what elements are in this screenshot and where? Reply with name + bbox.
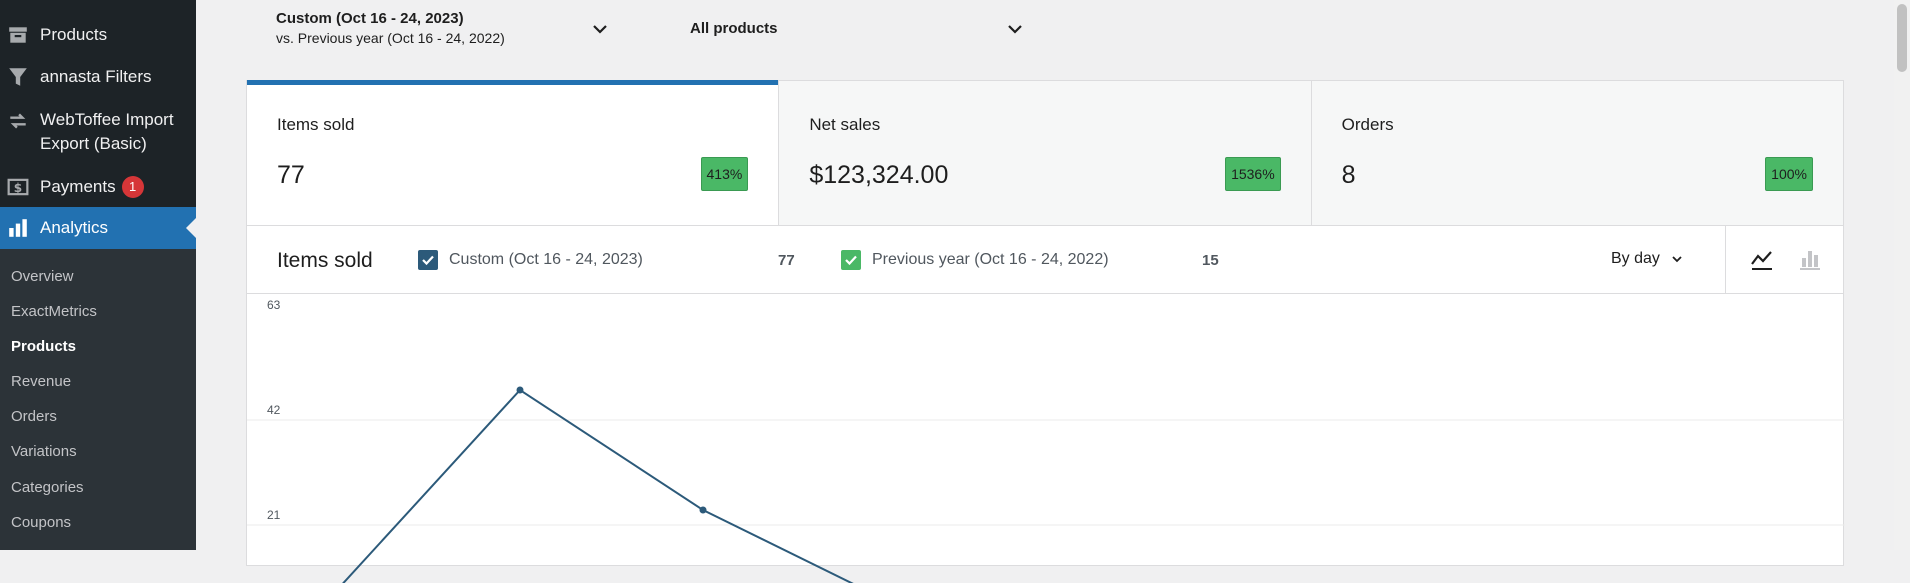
- submenu-overview[interactable]: Overview: [11, 268, 74, 285]
- filter-icon: [7, 66, 29, 88]
- chart-panel: Items sold Custom (Oct 16 - 24, 2023) 77…: [246, 226, 1845, 583]
- delta-badge: 1536%: [1225, 157, 1281, 191]
- date-range-picker[interactable]: Custom (Oct 16 - 24, 2023) vs. Previous …: [276, 10, 505, 46]
- checkbox-checked-icon[interactable]: [418, 250, 438, 270]
- legend-label: Previous year (Oct 16 - 24, 2022): [872, 251, 1109, 268]
- sidebar-item-label: annasta Filters: [40, 67, 152, 86]
- notification-badge: 1: [121, 176, 144, 198]
- interval-label: By day: [1611, 250, 1660, 267]
- sidebar-item-label: Payments: [40, 177, 116, 196]
- bar-chart-icon[interactable]: [1797, 246, 1823, 272]
- summary-card-items-sold[interactable]: Items sold 77 413%: [247, 80, 780, 225]
- delta-badge: 413%: [700, 157, 749, 191]
- svg-text:$: $: [14, 181, 22, 195]
- submenu-orders[interactable]: Orders: [11, 408, 57, 425]
- page-scrollbar[interactable]: [1894, 0, 1910, 550]
- summary-card-orders[interactable]: Orders 8 100%: [1311, 81, 1843, 225]
- legend-total: 77: [778, 252, 795, 269]
- chart-type-switch: [1725, 226, 1846, 293]
- submenu-variations[interactable]: Variations: [11, 443, 77, 460]
- checkbox-checked-icon[interactable]: [841, 250, 861, 270]
- summary-card-value: 8: [1341, 161, 1356, 189]
- submenu-revenue[interactable]: Revenue: [11, 373, 72, 390]
- legend-item-current[interactable]: Custom (Oct 16 - 24, 2023): [418, 250, 643, 270]
- analytics-icon: [7, 217, 29, 239]
- sidebar-item-label: WebToffee Import: [40, 110, 174, 129]
- summary-card-label: Orders: [1341, 115, 1394, 134]
- chevron-down-icon[interactable]: [590, 19, 610, 39]
- series-line: [342, 388, 854, 583]
- sidebar-item-label: Analytics: [40, 218, 109, 237]
- chevron-down-icon: [1672, 256, 1682, 263]
- submenu-exactmetrics[interactable]: ExactMetrics: [11, 303, 97, 320]
- summary-card-value: 77: [277, 161, 305, 189]
- summary-card-label: Net sales: [809, 115, 881, 134]
- summary-card-net-sales[interactable]: Net sales $123,324.00 1536%: [779, 81, 1312, 225]
- line-chart-icon[interactable]: [1749, 246, 1775, 272]
- y-tick-label: 42: [267, 403, 281, 417]
- y-tick-label: 63: [267, 298, 281, 312]
- y-tick-label: 21: [267, 508, 281, 522]
- sidebar-item-payments[interactable]: $ Payments 1: [0, 174, 196, 200]
- import-export-icon: [7, 110, 29, 132]
- summary-card-value: $123,324.00: [809, 161, 949, 189]
- submenu-products[interactable]: Products: [11, 338, 77, 355]
- chart-header: Items sold Custom (Oct 16 - 24, 2023) 77…: [247, 226, 1843, 294]
- sidebar-item-annasta-filters[interactable]: annasta Filters: [0, 64, 196, 90]
- summary-card-label: Items sold: [277, 115, 355, 134]
- payments-icon: $: [7, 176, 29, 198]
- line-chart: 63 42 21: [247, 298, 1845, 583]
- data-point[interactable]: [516, 386, 524, 394]
- archive-icon: [7, 24, 29, 46]
- submenu-coupons[interactable]: Coupons: [11, 514, 72, 531]
- compare-range-label: vs. Previous year (Oct 16 - 24, 2022): [276, 30, 505, 46]
- sidebar-item-label-line2: Export (Basic): [40, 134, 147, 153]
- summary-numbers: Items sold 77 413% Net sales $123,324.00…: [246, 80, 1844, 226]
- delta-badge: 100%: [1765, 157, 1813, 191]
- scroll-thumb[interactable]: [1897, 4, 1907, 72]
- sidebar-item-label: Products: [40, 25, 108, 44]
- legend-label: Custom (Oct 16 - 24, 2023): [449, 251, 643, 268]
- admin-sidebar: Products annasta Filters WebToffee Impor…: [0, 0, 196, 550]
- sidebar-item-products[interactable]: Products: [0, 22, 196, 48]
- date-range-label: Custom (Oct 16 - 24, 2023): [276, 10, 464, 27]
- legend-item-previous[interactable]: Previous year (Oct 16 - 24, 2022): [841, 250, 1109, 270]
- sidebar-item-analytics[interactable]: Analytics: [0, 207, 196, 249]
- show-filter[interactable]: All products: [690, 20, 778, 37]
- interval-select[interactable]: By day: [1611, 250, 1684, 268]
- data-point[interactable]: [699, 506, 707, 514]
- chart-title: Items sold: [277, 249, 373, 272]
- submenu-categories[interactable]: Categories: [11, 479, 84, 496]
- legend-total: 15: [1202, 252, 1219, 269]
- chevron-down-icon[interactable]: [1005, 19, 1025, 39]
- sidebar-item-webtoffee[interactable]: WebToffee Import Export (Basic): [0, 108, 196, 156]
- analytics-submenu: Overview ExactMetrics Products Revenue O…: [0, 249, 196, 550]
